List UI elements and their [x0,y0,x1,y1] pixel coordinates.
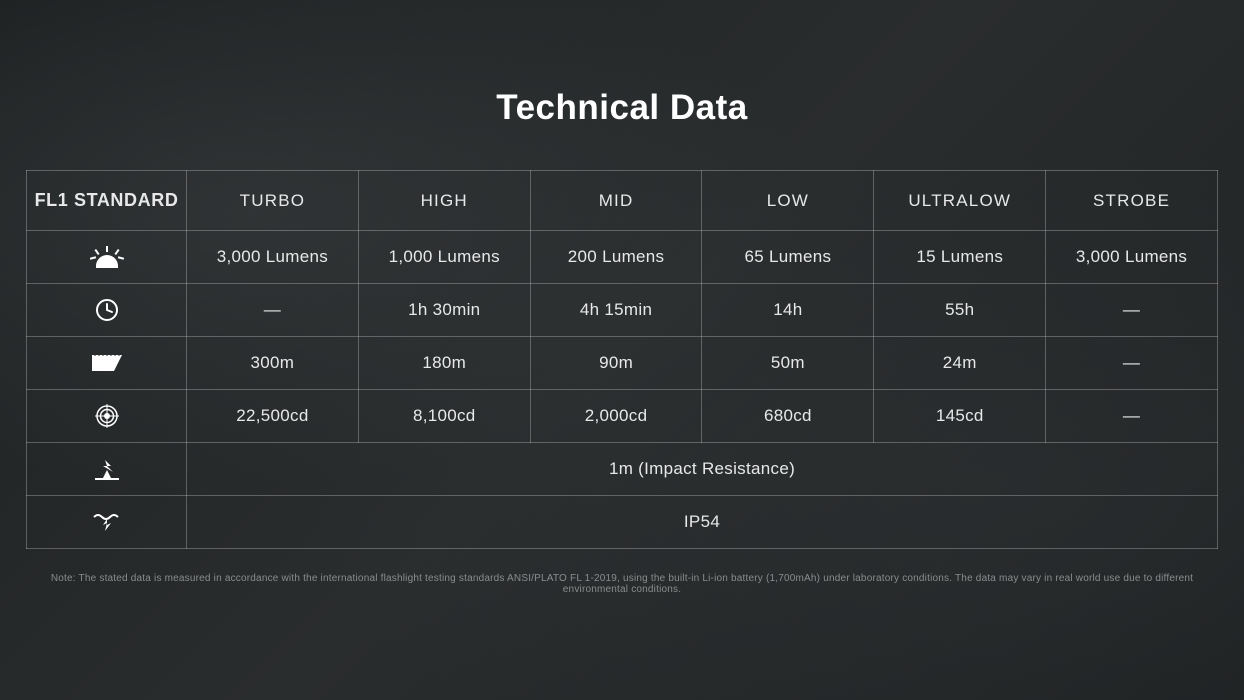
distance-turbo: 300m [187,337,359,390]
runtime-turbo: — [187,284,359,337]
lumens-icon [27,231,187,284]
col-low: LOW [702,171,874,231]
runtime-ultralow: 55h [874,284,1046,337]
col-ultralow: ULTRALOW [874,171,1046,231]
intensity-icon [27,390,187,443]
lumens-mid: 200 Lumens [530,231,702,284]
distance-strobe: — [1046,337,1218,390]
impact-value: 1m (Impact Resistance) [187,443,1218,496]
lumens-low: 65 Lumens [702,231,874,284]
lumens-ultralow: 15 Lumens [874,231,1046,284]
header-row: FL1 STANDARD TURBO HIGH MID LOW ULTRALOW… [27,171,1218,231]
intensity-high: 8,100cd [358,390,530,443]
row-runtime: — 1h 30min 4h 15min 14h 55h — [27,284,1218,337]
page-title: Technical Data [26,88,1218,128]
clock-icon [27,284,187,337]
lumens-high: 1,000 Lumens [358,231,530,284]
spec-table: FL1 STANDARD TURBO HIGH MID LOW ULTRALOW… [26,170,1218,549]
content-wrap: Technical Data FL1 STANDARD TURBO HIGH M… [0,0,1244,595]
distance-ultralow: 24m [874,337,1046,390]
distance-high: 180m [358,337,530,390]
row-intensity: 22,500cd 8,100cd 2,000cd 680cd 145cd — [27,390,1218,443]
col-turbo: TURBO [187,171,359,231]
ip-value: IP54 [187,496,1218,549]
col-strobe: STROBE [1046,171,1218,231]
footnote: Note: The stated data is measured in acc… [26,573,1218,595]
runtime-mid: 4h 15min [530,284,702,337]
intensity-ultralow: 145cd [874,390,1046,443]
row-ip: IP54 [27,496,1218,549]
intensity-low: 680cd [702,390,874,443]
runtime-strobe: — [1046,284,1218,337]
row-distance: 300m 180m 90m 50m 24m — [27,337,1218,390]
impact-icon [27,443,187,496]
beam-distance-icon [27,337,187,390]
header-label: FL1 STANDARD [27,171,187,231]
runtime-low: 14h [702,284,874,337]
intensity-strobe: — [1046,390,1218,443]
runtime-high: 1h 30min [358,284,530,337]
row-impact: 1m (Impact Resistance) [27,443,1218,496]
distance-mid: 90m [530,337,702,390]
intensity-turbo: 22,500cd [187,390,359,443]
lumens-turbo: 3,000 Lumens [187,231,359,284]
distance-low: 50m [702,337,874,390]
col-mid: MID [530,171,702,231]
lumens-strobe: 3,000 Lumens [1046,231,1218,284]
intensity-mid: 2,000cd [530,390,702,443]
row-lumens: 3,000 Lumens 1,000 Lumens 200 Lumens 65 … [27,231,1218,284]
water-resistance-icon [27,496,187,549]
col-high: HIGH [358,171,530,231]
